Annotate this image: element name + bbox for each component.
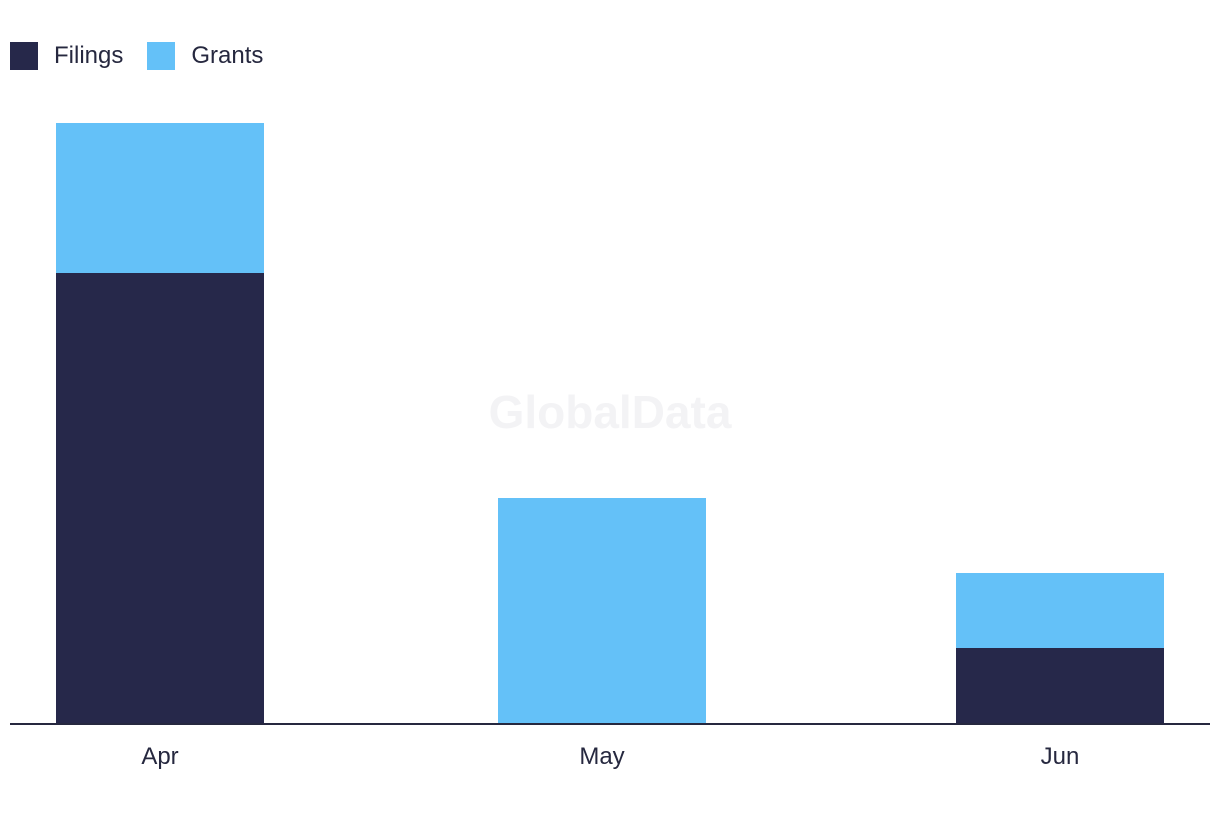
x-tick-label-may: May (579, 743, 624, 770)
legend: Filings Grants (10, 42, 263, 70)
bar-filings-apr (56, 273, 264, 723)
bar-grants-may (498, 498, 706, 723)
bar-grants-apr (56, 123, 264, 273)
bar-grants-jun (956, 573, 1164, 648)
legend-label-grants: Grants (191, 42, 264, 69)
legend-swatch-grants (147, 42, 176, 70)
legend-label-filings: Filings (54, 42, 124, 69)
x-axis-ticks: Apr May Jun (141, 743, 1079, 770)
x-tick-label-apr: Apr (141, 743, 178, 770)
watermark: GlobalData (489, 386, 732, 438)
legend-item-grants: Grants (147, 42, 263, 70)
legend-item-filings: Filings (10, 42, 123, 70)
bar-filings-jun (956, 648, 1164, 723)
legend-swatch-filings (10, 42, 38, 70)
bars (56, 123, 1164, 723)
x-tick-label-jun: Jun (1041, 743, 1080, 770)
